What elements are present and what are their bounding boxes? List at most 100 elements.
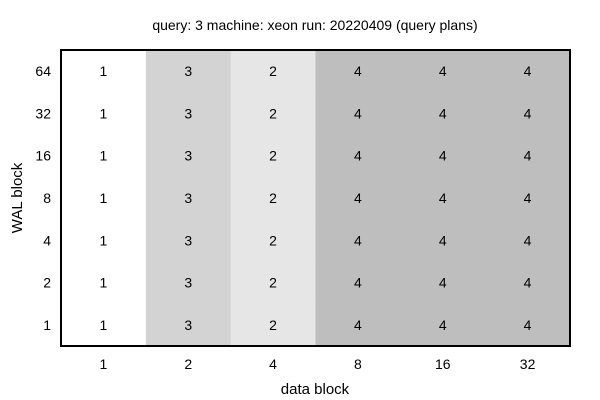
- heatmap-cell: [145, 261, 232, 305]
- heatmap-cell: [61, 303, 147, 347]
- x-axis-ticks: 1 2 4 8 16 32: [100, 356, 536, 372]
- x-tick-label: 1: [100, 356, 108, 372]
- heatmap-cell: [400, 134, 486, 178]
- cell-value-label: 3: [184, 232, 192, 248]
- heatmap-cell: [315, 219, 401, 262]
- cell-value-label: 1: [100, 148, 108, 164]
- cell-value-label: 2: [269, 232, 277, 248]
- x-tick-label: 4: [269, 356, 277, 372]
- cell-value-label: 4: [439, 317, 447, 333]
- heatmap-cell: [400, 176, 486, 220]
- heatmap-cell: [485, 176, 571, 220]
- cell-value-label: 4: [524, 63, 532, 79]
- heatmap-cell: [315, 92, 401, 136]
- y-axis-ticks: 64 32 16 8 4 2 1: [35, 63, 51, 333]
- heatmap-cell: [230, 92, 316, 136]
- cell-value-label: 4: [439, 148, 447, 164]
- cell-value-label: 4: [524, 275, 532, 291]
- cell-value-label: 4: [524, 148, 532, 164]
- heatmap-cell: [145, 92, 232, 136]
- cell-value-label: 4: [439, 105, 447, 121]
- heatmap-cell: [315, 261, 401, 305]
- heatmap-cell: [230, 176, 316, 220]
- cell-value-label: 1: [100, 105, 108, 121]
- cell-value-label: 3: [184, 63, 192, 79]
- cell-value-label: 2: [269, 190, 277, 206]
- heatmap-cell: [230, 303, 316, 347]
- cell-value-label: 4: [439, 232, 447, 248]
- heatmap-cell: [485, 50, 571, 93]
- cell-value-label: 4: [439, 63, 447, 79]
- heatmap-cell: [61, 134, 147, 178]
- y-tick-label: 2: [43, 275, 51, 291]
- heatmap-cell: [400, 92, 486, 136]
- heatmap-cell: [145, 219, 232, 262]
- cell-value-label: 4: [439, 190, 447, 206]
- cell-value-label: 4: [524, 190, 532, 206]
- heatmap-cell: [61, 176, 147, 220]
- heatmap-cell: [145, 50, 232, 93]
- cell-value-label: 4: [524, 232, 532, 248]
- heatmap-cell: [315, 176, 401, 220]
- chart-title: query: 3 machine: xeon run: 20220409 (qu…: [152, 17, 477, 33]
- y-axis-label: WAL block: [9, 162, 26, 233]
- cell-value-label: 4: [439, 275, 447, 291]
- heatmap-cell: [400, 219, 486, 262]
- cell-value-label: 4: [354, 317, 362, 333]
- heatmap-cell: [230, 50, 316, 93]
- x-tick-label: 16: [435, 356, 451, 372]
- y-tick-label: 16: [35, 148, 51, 164]
- heatmap-cell: [61, 219, 147, 262]
- heatmap-cell: [315, 134, 401, 178]
- heatmap-cell: [485, 261, 571, 305]
- cell-value-label: 3: [184, 148, 192, 164]
- heatmap-cell: [230, 219, 316, 262]
- cell-value-label: 4: [354, 232, 362, 248]
- cell-value-label: 1: [100, 317, 108, 333]
- cell-value-label: 2: [269, 317, 277, 333]
- x-tick-label: 8: [354, 356, 362, 372]
- heatmap-cell: [61, 92, 147, 136]
- heatmap-cell: [315, 303, 401, 347]
- cell-value-label: 2: [269, 275, 277, 291]
- cell-value-label: 1: [100, 190, 108, 206]
- cell-value-label: 3: [184, 105, 192, 121]
- y-tick-label: 32: [35, 105, 51, 121]
- y-tick-label: 1: [43, 317, 51, 333]
- cell-value-label: 3: [184, 190, 192, 206]
- cell-value-label: 4: [354, 275, 362, 291]
- heatmap-cell: [485, 303, 571, 347]
- heatmap-cell: [400, 261, 486, 305]
- heatmap-cell: [61, 50, 147, 93]
- cell-value-label: 4: [354, 148, 362, 164]
- y-tick-label: 4: [43, 232, 51, 248]
- y-tick-label: 64: [35, 63, 51, 79]
- cell-value-label: 1: [100, 63, 108, 79]
- heatmap-cell: [485, 134, 571, 178]
- cell-value-label: 4: [524, 317, 532, 333]
- heatmap-cell: [400, 50, 486, 93]
- cell-value-label: 3: [184, 317, 192, 333]
- plot-frame: [60, 49, 571, 347]
- x-tick-label: 32: [520, 356, 536, 372]
- cell-value-label: 2: [269, 148, 277, 164]
- heatmap-cell: [315, 50, 401, 93]
- cell-value-label: 3: [184, 275, 192, 291]
- cell-value-label: 2: [269, 105, 277, 121]
- cell-value-label: 1: [100, 232, 108, 248]
- cell-value-label: 1: [100, 275, 108, 291]
- cell-value-label: 4: [354, 63, 362, 79]
- heatmap-cell: [485, 92, 571, 136]
- heatmap-cell: [61, 261, 147, 305]
- heatmap-cell: [145, 303, 232, 347]
- heatmap-cell: [230, 134, 316, 178]
- cell-value-label: 4: [524, 105, 532, 121]
- x-tick-label: 2: [184, 356, 192, 372]
- heatmap-cell: [400, 303, 486, 347]
- heatmap-cell: [230, 261, 316, 305]
- heatmap-cell: [145, 176, 232, 220]
- y-tick-label: 8: [43, 190, 51, 206]
- cell-value-label: 4: [354, 105, 362, 121]
- heatmap-cell: [485, 219, 571, 262]
